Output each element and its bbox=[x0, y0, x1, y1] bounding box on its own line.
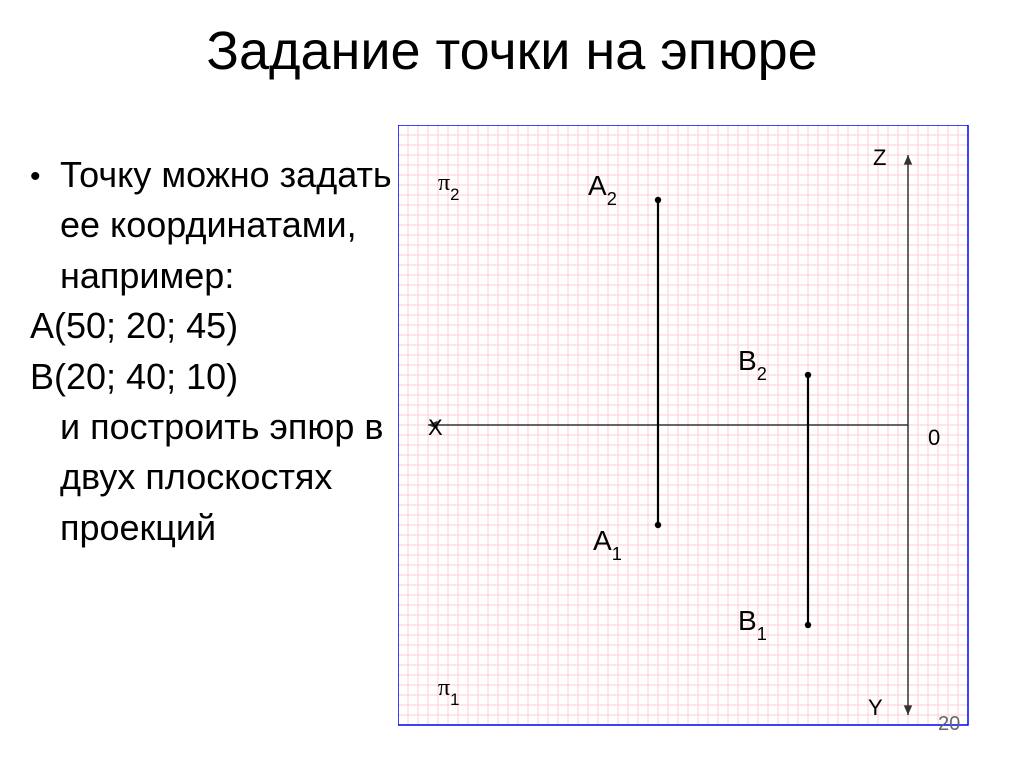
svg-text:Y: Y bbox=[868, 695, 883, 720]
bullet-text: Точку можно задать ее координатами, напр… bbox=[60, 150, 398, 301]
text-body: • Точку можно задать ее координатами, на… bbox=[30, 150, 398, 553]
text-line-2: А(50; 20; 45) bbox=[30, 301, 398, 351]
bullet-line: • Точку можно задать ее координатами, на… bbox=[30, 150, 398, 301]
slide-title: Задание точки на эпюре bbox=[0, 20, 1024, 82]
text-line-4: и построить эпюр в двух плоскостях проек… bbox=[30, 402, 398, 553]
svg-text:20: 20 bbox=[938, 713, 960, 735]
bullet-dot: • bbox=[30, 150, 60, 198]
svg-text:Z: Z bbox=[873, 145, 886, 170]
epure-svg: ZXY0π2π1A2A1B2B120 bbox=[398, 125, 1003, 745]
slide: Задание точки на эпюре • Точку можно зад… bbox=[0, 0, 1024, 767]
text-line-3: В(20; 40; 10) bbox=[30, 352, 398, 402]
epure-diagram: ZXY0π2π1A2A1B2B120 bbox=[398, 125, 1003, 745]
svg-text:X: X bbox=[428, 415, 443, 440]
svg-text:0: 0 bbox=[928, 425, 940, 450]
